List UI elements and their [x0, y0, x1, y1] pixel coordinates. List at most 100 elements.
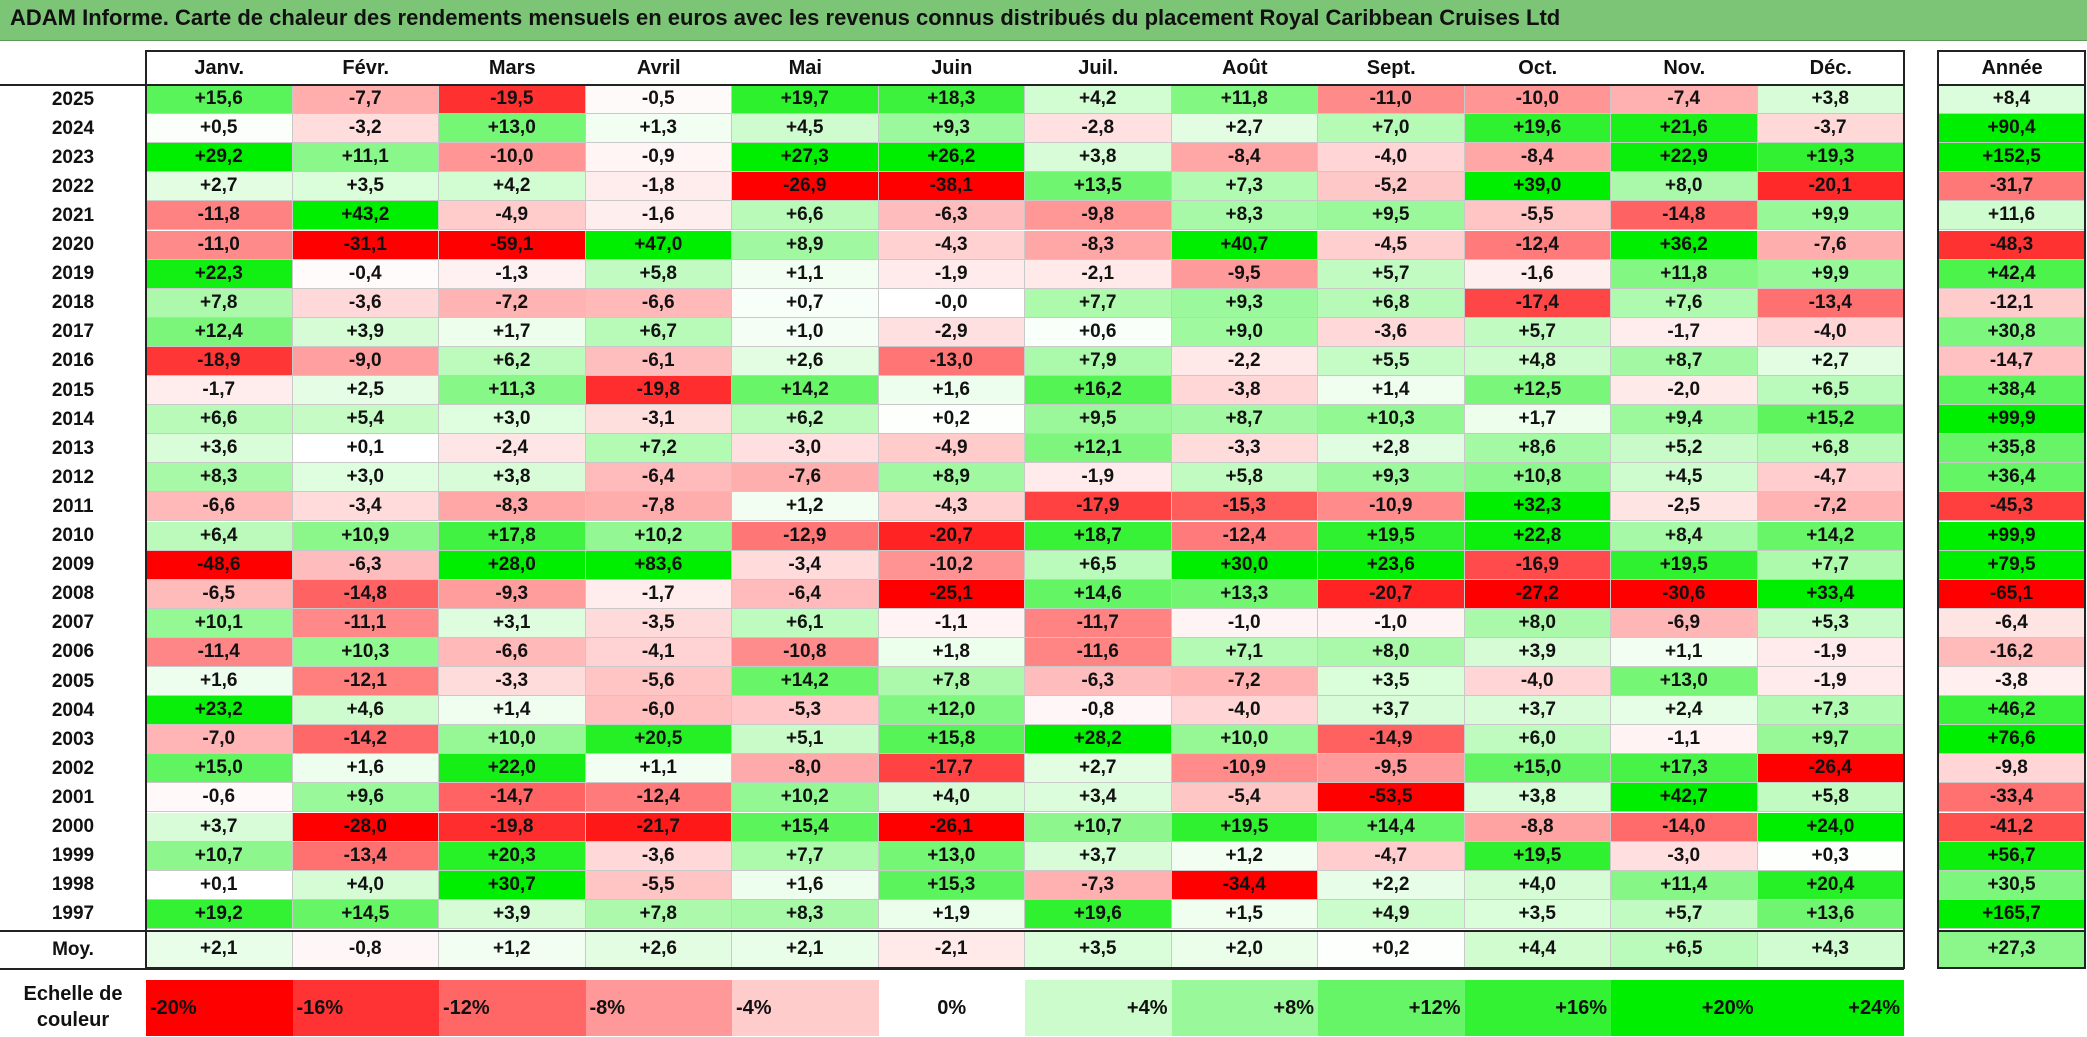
heatmap-cell: +15,6	[146, 85, 293, 115]
heatmap-cell: +9,3	[1171, 288, 1318, 318]
heatmap-cell: -20,1	[1757, 172, 1904, 202]
heatmap-cell: -0,6	[146, 783, 293, 813]
heatmap-cell: +8,0	[1318, 637, 1465, 667]
heatmap-cell: -3,4	[732, 550, 879, 580]
heatmap-cell: -3,5	[585, 608, 732, 638]
heatmap-cell: +3,8	[439, 463, 586, 493]
heatmap-cell: -3,7	[1757, 114, 1904, 144]
heatmap-cell: +1,0	[732, 317, 879, 347]
month-header: Janv.	[194, 56, 245, 79]
heatmap-cell: -8,3	[439, 492, 586, 522]
heatmap-cell: -53,5	[1318, 783, 1465, 813]
heatmap-cell: -2,1	[1025, 259, 1172, 289]
heatmap-cell: +20,3	[439, 841, 586, 871]
heatmap-cell: -3,2	[292, 114, 439, 144]
annual-cell: +56,7	[1938, 841, 2086, 871]
heatmap-cell: +6,0	[1464, 725, 1611, 755]
heatmap-cell: +3,9	[439, 899, 586, 929]
heatmap-cell: -6,6	[585, 288, 732, 318]
heatmap-cell: -4,0	[1318, 143, 1465, 173]
annual-cell: -12,1	[1938, 288, 2086, 318]
annual-cell: -41,2	[1938, 812, 2086, 842]
heatmap-cell: -12,1	[292, 667, 439, 697]
heatmap-cell: -9,5	[1171, 259, 1318, 289]
year-label: 2004	[51, 699, 95, 721]
heatmap-cell: -21,7	[585, 812, 732, 842]
year-label: 2022	[51, 175, 95, 197]
year-label: 2007	[51, 612, 95, 634]
page-title: ADAM Informe. Carte de chaleur des rende…	[10, 5, 1561, 30]
heatmap-cell: -0,0	[878, 288, 1025, 318]
heatmap-cell: -14,0	[1611, 812, 1758, 842]
heatmap-cell: +12,0	[878, 696, 1025, 726]
heatmap-cell: +5,8	[1171, 463, 1318, 493]
heatmap-cell: +1,9	[878, 899, 1025, 929]
color-scale-swatch: -20%	[146, 980, 293, 1036]
heatmap-cell: +6,5	[1757, 376, 1904, 406]
heatmap-cell: +9,5	[1318, 201, 1465, 231]
heatmap-cell: -30,6	[1611, 579, 1758, 609]
heatmap-cell: +8,9	[878, 463, 1025, 493]
heatmap-cell: +28,2	[1025, 725, 1172, 755]
color-scale-swatch: -4%	[732, 980, 879, 1036]
annual-cell: +79,5	[1938, 550, 2086, 580]
month-header: Févr.	[342, 56, 390, 79]
heatmap-cell: +43,2	[292, 201, 439, 231]
heatmap-cell: +8,4	[1611, 521, 1758, 551]
heatmap-cell: +1,2	[1171, 841, 1318, 871]
heatmap-cell: +15,8	[878, 725, 1025, 755]
heatmap-cell: -1,0	[1318, 608, 1465, 638]
heatmap-cell: -3,6	[292, 288, 439, 318]
heatmap-cell: -2,4	[439, 434, 586, 464]
color-scale-swatch: +20%	[1611, 980, 1758, 1036]
heatmap-cell: +18,3	[878, 85, 1025, 115]
heatmap-cell: -13,0	[878, 346, 1025, 376]
heatmap-cell: +26,2	[878, 143, 1025, 173]
heatmap-cell: -9,0	[292, 346, 439, 376]
heatmap-cell: -13,4	[292, 841, 439, 871]
month-header: Déc.	[1809, 56, 1852, 79]
heatmap-cell: -48,6	[146, 550, 293, 580]
heatmap-cell: -26,9	[732, 172, 879, 202]
heatmap-cell: -12,9	[732, 521, 879, 551]
heatmap-cell: -26,4	[1757, 754, 1904, 784]
heatmap-cell: -7,2	[1757, 492, 1904, 522]
heatmap-cell: -8,0	[732, 754, 879, 784]
color-scale-swatch: 0%	[878, 980, 1025, 1036]
heatmap-cell: -34,4	[1171, 870, 1318, 900]
heatmap-cell: +3,7	[146, 812, 293, 842]
heatmap-cell: +8,3	[146, 463, 293, 493]
heatmap-cell: -10,9	[1171, 754, 1318, 784]
heatmap-cell: +4,9	[1318, 899, 1465, 929]
average-label: Moy.	[52, 938, 94, 960]
heatmap-cell: -3,6	[585, 841, 732, 871]
heatmap-cell: +3,9	[1464, 637, 1611, 667]
heatmap-cell: +14,2	[732, 667, 879, 697]
heatmap-cell: +3,5	[1318, 667, 1465, 697]
heatmap-cell: +2,7	[146, 172, 293, 202]
heatmap-cell: -2,2	[1171, 346, 1318, 376]
heatmap-cell: +1,6	[146, 667, 293, 697]
heatmap-cell: +2,7	[1025, 754, 1172, 784]
annual-cell: +42,4	[1938, 259, 2086, 289]
heatmap-cell: +3,4	[1025, 783, 1172, 813]
heatmap-cell: -3,1	[585, 405, 732, 435]
heatmap-cell: +22,9	[1611, 143, 1758, 173]
year-label: 2013	[51, 437, 95, 459]
heatmap-cell: +0,3	[1757, 841, 1904, 871]
average-cell: +4,3	[1757, 931, 1904, 968]
heatmap-cell: +11,3	[439, 376, 586, 406]
heatmap-cell: +10,3	[1318, 405, 1465, 435]
heatmap-cell: -5,3	[732, 696, 879, 726]
year-label: 2008	[51, 583, 95, 605]
heatmap-cell: -1,7	[585, 579, 732, 609]
heatmap-cell: +6,2	[439, 346, 586, 376]
heatmap-cell: +13,0	[878, 841, 1025, 871]
heatmap-cell: -18,9	[146, 346, 293, 376]
annual-cell: -16,2	[1938, 637, 2086, 667]
annual-cell: -48,3	[1938, 230, 2086, 260]
heatmap-cell: +9,7	[1757, 725, 1904, 755]
heatmap-cell: +27,3	[732, 143, 879, 173]
heatmap-cell: -6,1	[585, 346, 732, 376]
year-label: 2023	[51, 146, 95, 168]
